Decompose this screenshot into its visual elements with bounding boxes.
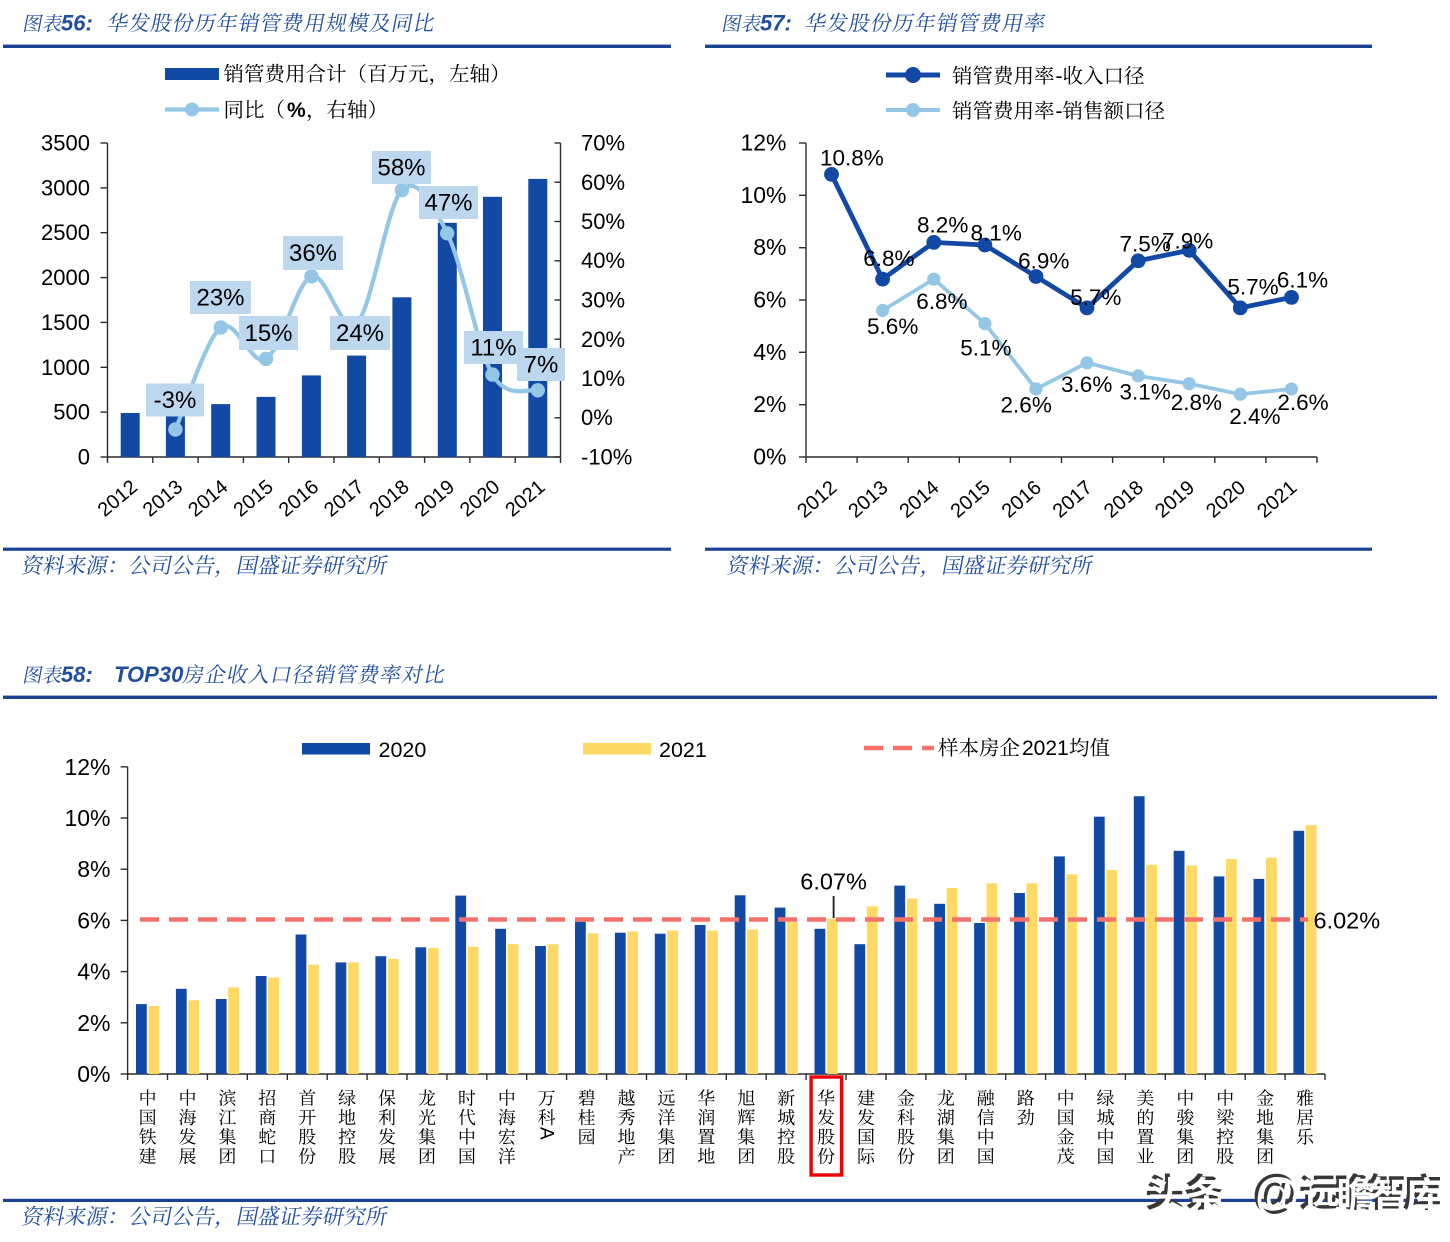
svg-text:3500: 3500 <box>41 131 90 156</box>
svg-text:2.8%: 2.8% <box>1171 390 1222 415</box>
svg-text:5.7%: 5.7% <box>1070 285 1121 310</box>
svg-text:23%: 23% <box>196 285 244 312</box>
svg-text:30%: 30% <box>581 288 625 313</box>
svg-text:@: @ <box>1252 1165 1297 1217</box>
svg-text:0%: 0% <box>581 405 613 430</box>
svg-text:0%: 0% <box>77 1061 110 1087</box>
svg-text:40%: 40% <box>581 248 625 273</box>
svg-text:12%: 12% <box>64 754 110 780</box>
svg-text:47%: 47% <box>424 190 472 217</box>
svg-text:15%: 15% <box>244 320 292 347</box>
svg-text:2%: 2% <box>753 391 786 417</box>
svg-text:20%: 20% <box>581 327 625 352</box>
svg-text:1500: 1500 <box>41 310 90 335</box>
svg-text:-: - <box>1056 65 1063 88</box>
svg-text:12%: 12% <box>740 130 786 156</box>
svg-text:10%: 10% <box>581 366 625 391</box>
svg-text:7.5%: 7.5% <box>1120 232 1171 257</box>
svg-text:6%: 6% <box>77 907 110 933</box>
svg-text:6.1%: 6.1% <box>1277 267 1328 292</box>
svg-text:8%: 8% <box>77 856 110 882</box>
svg-text:11%: 11% <box>470 335 516 362</box>
svg-text:0%: 0% <box>753 444 786 470</box>
svg-text:-3%: -3% <box>154 387 197 414</box>
svg-text:50%: 50% <box>581 209 625 234</box>
svg-text:36%: 36% <box>289 240 337 267</box>
svg-text:8%: 8% <box>753 234 786 260</box>
svg-text:60%: 60% <box>581 170 625 195</box>
svg-text:4%: 4% <box>753 339 786 365</box>
svg-text:2000: 2000 <box>41 265 90 290</box>
svg-text:A: A <box>536 1127 557 1140</box>
svg-text:3.6%: 3.6% <box>1061 372 1112 397</box>
svg-text:2%: 2% <box>77 1010 110 1036</box>
svg-text:2.6%: 2.6% <box>1001 393 1052 418</box>
svg-text:24%: 24% <box>336 320 384 347</box>
svg-text:7%: 7% <box>524 352 559 379</box>
svg-text:3000: 3000 <box>41 175 90 200</box>
svg-text:2021: 2021 <box>659 738 707 762</box>
svg-text:1000: 1000 <box>41 355 90 380</box>
svg-text:6.8%: 6.8% <box>863 246 914 271</box>
svg-text:56:: 56: <box>61 11 93 36</box>
svg-text:%: % <box>287 99 306 122</box>
svg-text:10%: 10% <box>64 805 110 831</box>
svg-text:58:: 58: <box>61 662 93 687</box>
svg-text:5.7%: 5.7% <box>1227 275 1278 300</box>
svg-text:8.1%: 8.1% <box>971 220 1022 245</box>
svg-text:2500: 2500 <box>41 220 90 245</box>
svg-text:4%: 4% <box>77 959 110 985</box>
svg-text:70%: 70% <box>581 131 625 156</box>
svg-text:@: @ <box>1255 1168 1300 1220</box>
svg-text:5.1%: 5.1% <box>960 336 1011 361</box>
svg-text:57:: 57: <box>760 11 792 36</box>
svg-text:6.9%: 6.9% <box>1018 249 1069 274</box>
svg-text:2.4%: 2.4% <box>1229 404 1280 429</box>
svg-text:2020: 2020 <box>379 738 427 762</box>
svg-text:8.2%: 8.2% <box>917 213 968 238</box>
svg-text:6%: 6% <box>753 287 786 313</box>
svg-text:7.9%: 7.9% <box>1162 229 1213 254</box>
svg-text:10%: 10% <box>740 182 786 208</box>
svg-text:-10%: -10% <box>581 445 632 470</box>
svg-text:58%: 58% <box>377 155 425 182</box>
svg-text:2.6%: 2.6% <box>1277 390 1328 415</box>
svg-text:10.8%: 10.8% <box>820 145 884 170</box>
svg-text:3.1%: 3.1% <box>1120 380 1171 405</box>
svg-text:6.07%: 6.07% <box>800 869 867 895</box>
svg-text:5.6%: 5.6% <box>867 314 918 339</box>
svg-text:6.02%: 6.02% <box>1314 908 1381 934</box>
svg-text:0: 0 <box>78 445 90 470</box>
svg-text:-: - <box>1056 100 1063 123</box>
svg-text:2021: 2021 <box>1022 737 1069 760</box>
svg-text:500: 500 <box>53 400 90 425</box>
svg-text:TOP30: TOP30 <box>114 662 184 687</box>
svg-text:6.8%: 6.8% <box>916 289 967 314</box>
